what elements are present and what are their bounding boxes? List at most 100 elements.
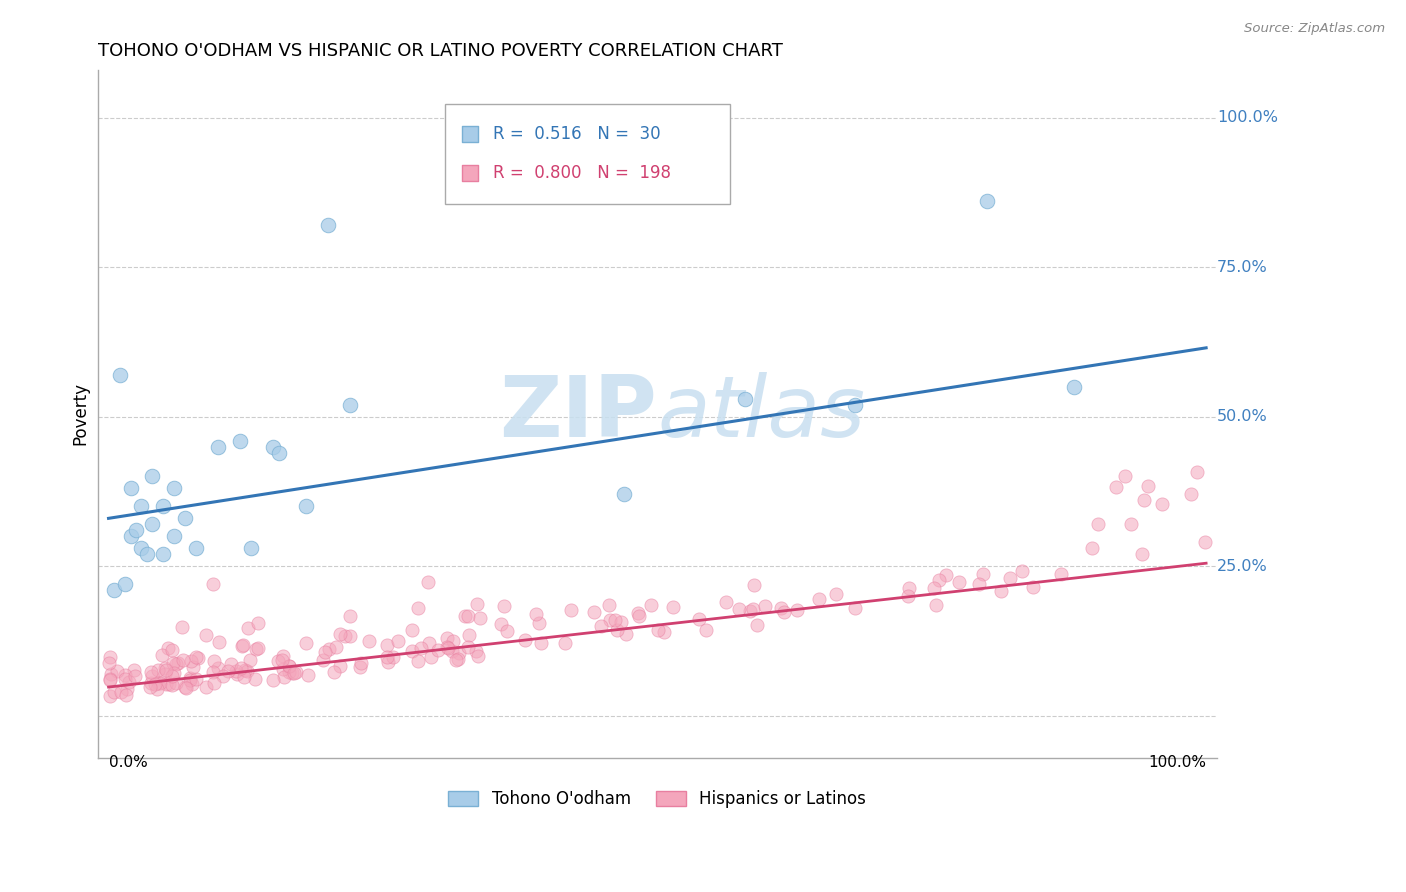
Point	[560, 603, 582, 617]
Point	[808, 592, 831, 607]
Point	[406, 654, 429, 668]
Point	[235, 664, 257, 678]
Point	[181, 677, 204, 691]
Point	[271, 662, 294, 676]
Point	[202, 654, 225, 668]
Point	[202, 675, 225, 690]
Point	[436, 632, 458, 646]
Point	[628, 609, 651, 624]
Point	[295, 500, 318, 514]
Point	[141, 669, 163, 683]
Point	[236, 621, 259, 635]
Point	[530, 636, 553, 650]
Point	[108, 368, 131, 382]
Point	[278, 665, 301, 679]
Point	[125, 524, 148, 538]
Legend: Tohono O'odham, Hispanics or Latinos: Tohono O'odham, Hispanics or Latinos	[441, 783, 873, 814]
Point	[1137, 479, 1160, 493]
Point	[100, 667, 122, 681]
Text: R =  0.800   N =  198: R = 0.800 N = 198	[492, 164, 671, 182]
Point	[972, 567, 994, 582]
Point	[98, 673, 121, 688]
Point	[463, 166, 485, 180]
Point	[349, 660, 371, 674]
Point	[325, 640, 347, 655]
Point	[440, 644, 463, 658]
Point	[599, 613, 621, 627]
Point	[969, 577, 991, 591]
Point	[582, 605, 605, 619]
Point	[163, 666, 186, 681]
Point	[339, 398, 361, 412]
Point	[155, 661, 177, 675]
Point	[229, 434, 252, 448]
Point	[695, 624, 717, 638]
Point	[136, 547, 159, 561]
Point	[167, 657, 190, 671]
Point	[207, 440, 229, 454]
Point	[217, 665, 239, 679]
Point	[640, 598, 662, 612]
Text: 100.0%: 100.0%	[1218, 110, 1278, 125]
Point	[247, 616, 270, 631]
Point	[468, 611, 491, 625]
Point	[824, 587, 846, 601]
Point	[208, 634, 231, 648]
Point	[492, 599, 515, 613]
Point	[152, 500, 174, 514]
Point	[1185, 465, 1208, 479]
Point	[976, 194, 998, 209]
Point	[243, 672, 266, 686]
Point	[457, 608, 479, 623]
Point	[98, 672, 121, 686]
Point	[329, 658, 352, 673]
Point	[922, 582, 945, 596]
Point	[489, 617, 512, 632]
Point	[339, 629, 361, 643]
Point	[207, 660, 229, 674]
Point	[925, 599, 948, 613]
Point	[603, 613, 626, 627]
Point	[1133, 492, 1156, 507]
FancyBboxPatch shape	[444, 104, 730, 203]
Text: Source: ZipAtlas.com: Source: ZipAtlas.com	[1244, 22, 1385, 36]
Point	[297, 668, 319, 682]
Point	[146, 675, 169, 690]
Point	[419, 649, 441, 664]
Y-axis label: Poverty: Poverty	[72, 382, 89, 445]
Point	[610, 615, 633, 630]
Point	[179, 671, 201, 685]
Point	[170, 619, 193, 633]
Point	[734, 392, 756, 406]
Point	[271, 653, 294, 667]
Point	[149, 676, 172, 690]
Point	[457, 640, 479, 654]
Point	[387, 633, 409, 648]
Point	[375, 649, 398, 664]
Point	[165, 675, 187, 690]
Point	[436, 640, 458, 655]
Point	[174, 681, 197, 696]
Point	[98, 689, 121, 703]
Point	[446, 652, 468, 666]
Point	[186, 541, 208, 556]
Point	[160, 678, 183, 692]
Point	[745, 618, 768, 632]
Point	[773, 605, 796, 619]
Point	[141, 517, 163, 532]
Point	[194, 628, 217, 642]
Point	[738, 604, 761, 618]
Point	[120, 482, 142, 496]
Point	[114, 688, 136, 702]
Point	[312, 653, 335, 667]
Point	[231, 661, 253, 675]
Point	[281, 665, 304, 680]
Point	[201, 665, 224, 680]
Text: R =  0.516   N =  30: R = 0.516 N = 30	[492, 125, 661, 143]
Point	[647, 623, 669, 637]
Point	[1114, 468, 1136, 483]
Point	[180, 654, 202, 668]
Point	[232, 638, 254, 652]
Point	[401, 624, 423, 638]
Point	[98, 656, 121, 670]
